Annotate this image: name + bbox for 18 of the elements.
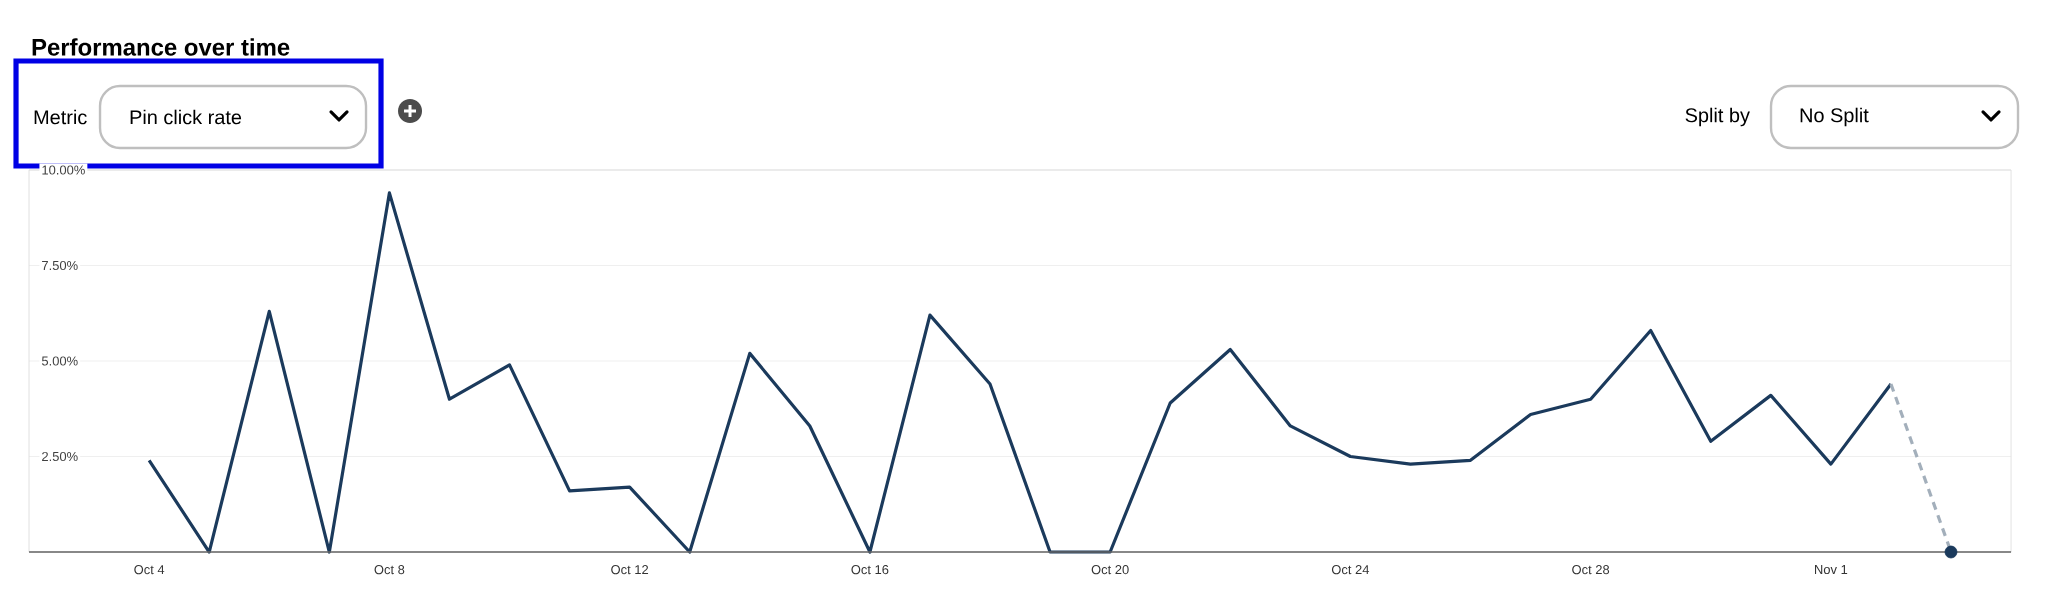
- x-tick-label: Oct 24: [1331, 565, 1370, 575]
- y-tick-label: 5.00%: [41, 356, 78, 366]
- x-tick-label: Oct 20: [1091, 565, 1129, 575]
- text: Metric: [34, 109, 87, 125]
- text: Split by: [1685, 107, 1750, 127]
- y-tick-label: 7.50%: [42, 260, 78, 271]
- x-tick-label: Nov 1: [1815, 565, 1848, 575]
- y-tick-label: 2.50%: [42, 451, 78, 462]
- line-series: [147, 191, 1893, 554]
- text: No Split: [1800, 107, 1869, 127]
- x-tick-label: Oct 4: [134, 565, 165, 575]
- y-tick-label: 10.00%: [42, 165, 85, 175]
- text: Pin click rate: [130, 109, 242, 125]
- x-tick-label: Oct 28: [1572, 565, 1610, 575]
- x-tick-label: Oct 12: [611, 565, 649, 575]
- x-tick-label: Oct 8: [374, 565, 405, 575]
- x-tick-label: Oct 16: [851, 565, 889, 575]
- chart-title: Performance over time: [32, 38, 290, 56]
